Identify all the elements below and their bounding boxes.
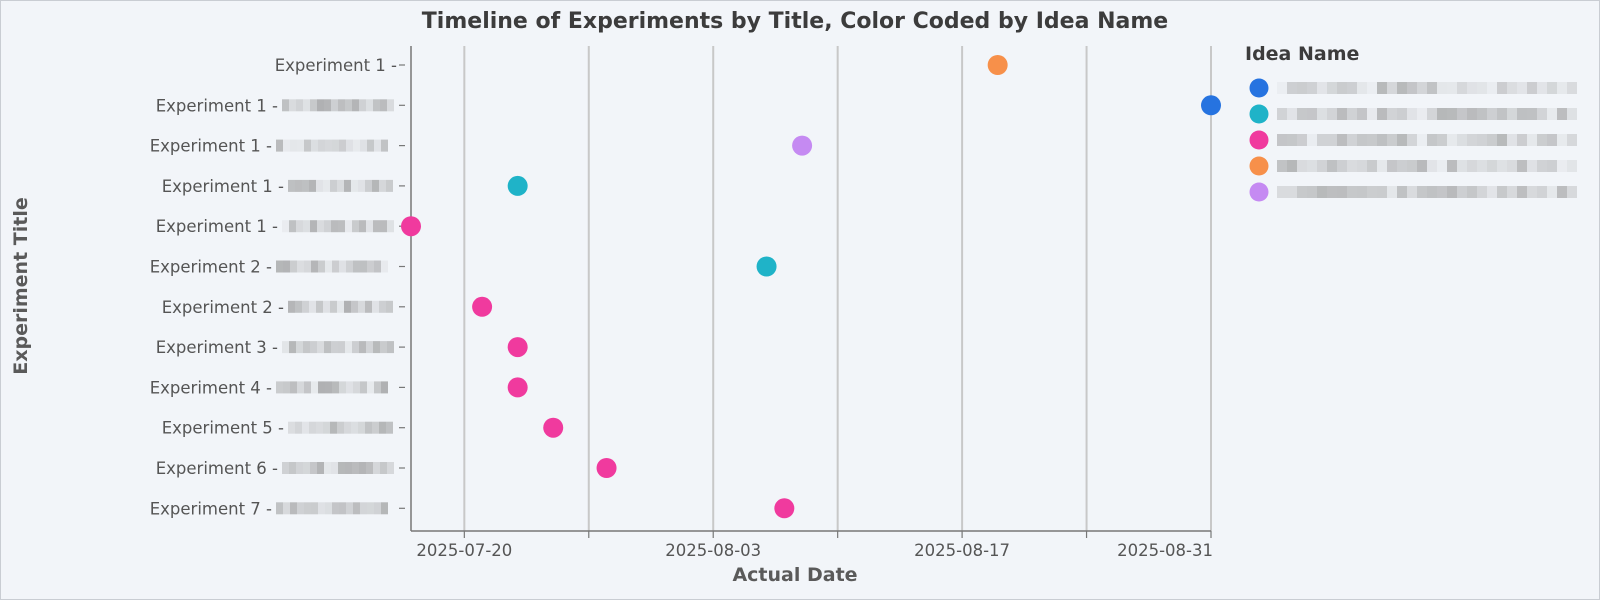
data-point[interactable] xyxy=(507,377,528,398)
redacted-label-blur xyxy=(288,421,393,434)
y-tick-label: Experiment 3 - xyxy=(156,338,278,357)
x-tick-label: 2025-08-03 xyxy=(665,541,761,560)
data-points xyxy=(401,55,1221,519)
y-tick-label: Experiment 2 - xyxy=(162,298,284,317)
x-axis-title: Actual Date xyxy=(732,564,857,586)
redacted-label-blur xyxy=(276,139,388,152)
data-point[interactable] xyxy=(507,175,528,196)
legend-label-blur xyxy=(1277,160,1577,172)
data-point[interactable] xyxy=(756,256,777,277)
redacted-label-blur xyxy=(288,300,393,313)
legend-title: Idea Name xyxy=(1245,43,1359,65)
redacted-label-blur xyxy=(282,462,394,474)
x-tick-label: 2025-08-31 xyxy=(1117,541,1213,560)
y-axis-labels: Experiment 1 - Experiment 1 - Experiment 1… xyxy=(150,56,405,518)
data-point[interactable] xyxy=(472,296,493,317)
redacted-label-blur xyxy=(282,341,394,354)
data-point[interactable] xyxy=(401,216,421,237)
axes xyxy=(410,46,1212,538)
y-axis-title: Experiment Title xyxy=(10,197,32,374)
x-axis-labels: 2025-07-20 2025-08-03 2025-08-17 2025-08-31 xyxy=(416,541,1213,560)
data-point[interactable] xyxy=(1201,95,1221,116)
redacted-label-blur xyxy=(276,381,388,394)
legend: Idea Name xyxy=(1245,43,1577,202)
data-point[interactable] xyxy=(596,458,617,478)
y-tick-label: Experiment 7 - xyxy=(150,499,272,518)
y-tick-label: Experiment 4 - xyxy=(150,378,272,397)
y-tick-label: Experiment 1 - xyxy=(156,217,278,236)
legend-label-blur xyxy=(1277,82,1577,94)
y-tick-label: Experiment 1 - xyxy=(156,96,278,115)
y-tick-label: Experiment 1 - xyxy=(162,177,284,196)
legend-label-blur xyxy=(1277,186,1577,198)
y-tick-label: Experiment 1 - xyxy=(275,56,397,75)
y-tick-label: Experiment 2 - xyxy=(150,258,272,277)
data-point[interactable] xyxy=(543,417,564,438)
data-point[interactable] xyxy=(792,135,813,156)
legend-marker xyxy=(1249,104,1269,124)
legend-marker xyxy=(1249,78,1269,98)
redacted-label-blur xyxy=(282,99,394,112)
redacted-label-blur xyxy=(282,220,394,233)
legend-marker xyxy=(1249,156,1269,176)
x-tick-label: 2025-08-17 xyxy=(914,541,1010,560)
data-point[interactable] xyxy=(507,337,528,358)
redacted-label-blur xyxy=(276,260,388,273)
redacted-label-blur xyxy=(288,179,393,192)
redacted-label-blur xyxy=(276,502,388,515)
grid xyxy=(463,46,1212,531)
x-tick-label: 2025-07-20 xyxy=(416,541,512,560)
legend-label-blur xyxy=(1277,134,1577,146)
legend-marker xyxy=(1249,182,1269,202)
chart-title: Timeline of Experiments by Title, Color … xyxy=(422,9,1168,34)
legend-marker xyxy=(1249,130,1269,150)
data-point[interactable] xyxy=(774,498,795,519)
data-point[interactable] xyxy=(987,55,1008,75)
y-tick-label: Experiment 5 - xyxy=(162,419,284,438)
legend-label-blur xyxy=(1277,108,1577,120)
y-tick-label: Experiment 1 - xyxy=(150,137,272,156)
y-tick-label: Experiment 6 - xyxy=(156,459,278,478)
